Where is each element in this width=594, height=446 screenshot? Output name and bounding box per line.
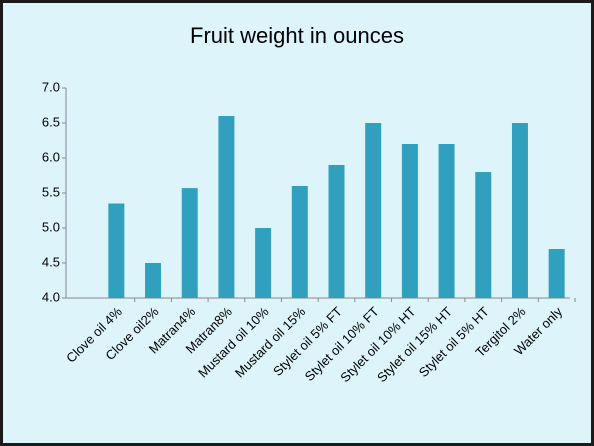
y-tick-label: 4.0	[42, 289, 60, 304]
y-tick-label: 7.0	[42, 79, 60, 94]
bar	[181, 188, 198, 298]
bar	[255, 228, 272, 298]
bar	[475, 172, 492, 298]
y-tick-label: 5.5	[42, 184, 60, 199]
bar	[548, 249, 565, 298]
bar	[145, 263, 162, 298]
bar	[511, 123, 528, 298]
y-tick-label: 6.0	[42, 149, 60, 164]
bar	[365, 123, 382, 298]
bar	[291, 186, 308, 298]
bar	[438, 144, 455, 298]
bar	[328, 165, 345, 298]
chart-title: Fruit weight in ounces	[190, 23, 404, 48]
bar	[401, 144, 418, 298]
y-tick-label: 5.0	[42, 219, 60, 234]
y-tick-label: 4.5	[42, 254, 60, 269]
bar	[218, 116, 235, 298]
bar	[108, 203, 125, 298]
y-tick-label: 6.5	[42, 114, 60, 129]
